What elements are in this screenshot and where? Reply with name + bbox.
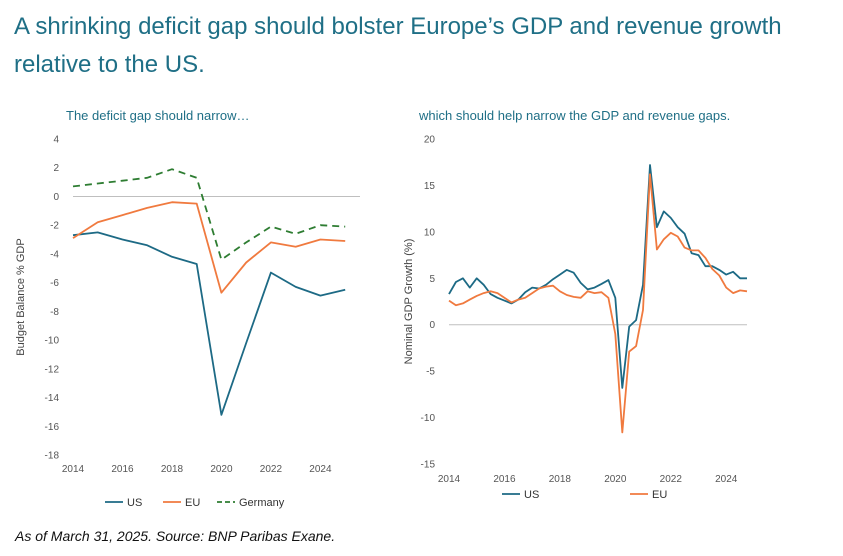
y-tick-label: -8 — [50, 307, 59, 318]
y-tick-label: -2 — [50, 221, 59, 232]
y-tick-label: -12 — [45, 364, 60, 375]
y-tick-label: 5 — [429, 274, 435, 285]
left-chart-subtitle: The deficit gap should narrow… — [66, 108, 250, 123]
x-tick-label: 2016 — [111, 464, 134, 475]
legend-label-eu: EU — [185, 497, 200, 509]
y-tick-label: -14 — [45, 393, 60, 404]
x-tick-label: 2022 — [260, 464, 283, 475]
y-tick-label: 0 — [429, 320, 435, 331]
legend-label-us: US — [127, 497, 142, 509]
y-tick-label: 10 — [424, 227, 436, 238]
x-tick-label: 2014 — [438, 474, 461, 485]
page-title: A shrinking deficit gap should bolster E… — [14, 13, 782, 78]
y-axis-label: Nominal GDP Growth (%) — [403, 239, 415, 365]
y-tick-label: 2 — [53, 163, 59, 174]
series-line-us — [448, 164, 747, 389]
series-line-us — [72, 231, 346, 416]
source-note: As of March 31, 2025. Source: BNP Pariba… — [15, 528, 336, 544]
series-line-eu — [72, 201, 346, 294]
y-tick-label: -18 — [45, 451, 60, 462]
y-axis-label: Budget Balance % GDP — [15, 238, 27, 355]
x-tick-label: 2018 — [161, 464, 184, 475]
x-tick-label: 2020 — [604, 474, 627, 485]
x-tick-label: 2014 — [62, 464, 85, 475]
y-tick-label: -10 — [45, 336, 60, 347]
legend-label-eu: EU — [652, 489, 667, 501]
series-line-eu — [448, 173, 748, 434]
y-tick-label: -16 — [45, 422, 60, 433]
right-chart-subtitle: which should help narrow the GDP and rev… — [419, 108, 731, 123]
x-tick-label: 2020 — [210, 464, 233, 475]
x-tick-label: 2024 — [309, 464, 332, 475]
y-tick-label: 0 — [53, 192, 59, 203]
legend-label-germany: Germany — [239, 497, 285, 509]
y-tick-label: -6 — [50, 278, 59, 289]
y-tick-label: 20 — [424, 135, 436, 146]
x-tick-label: 2016 — [493, 474, 516, 485]
series-line-germany — [72, 168, 346, 261]
y-tick-label: -15 — [421, 460, 436, 471]
y-tick-label: -4 — [50, 249, 59, 260]
x-tick-label: 2022 — [660, 474, 683, 485]
y-tick-label: 4 — [53, 135, 59, 146]
y-tick-label: -10 — [421, 413, 436, 424]
y-tick-label: 15 — [424, 181, 436, 192]
x-tick-label: 2018 — [549, 474, 572, 485]
x-tick-label: 2024 — [715, 474, 738, 485]
y-tick-label: -5 — [426, 367, 435, 378]
legend-label-us: US — [524, 489, 539, 501]
